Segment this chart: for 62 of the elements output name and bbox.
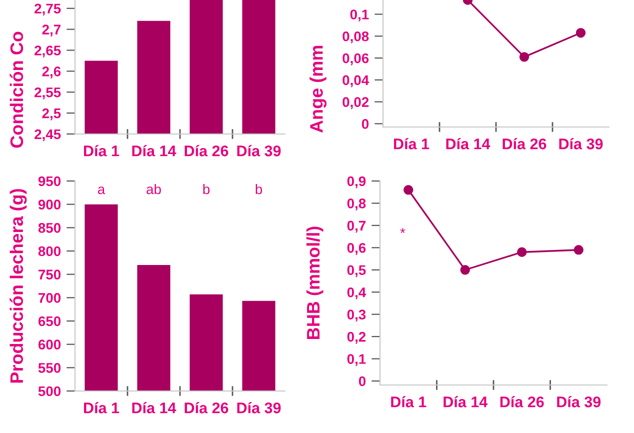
x-tick-label: Día 39 [559, 138, 603, 150]
y-tick-label: 0,7 [347, 220, 366, 233]
point [460, 265, 470, 275]
x-tick-label: Día 14 [132, 402, 176, 414]
y-tick-label: 0,5 [347, 265, 366, 278]
y-tick-label: 0,04 [342, 75, 370, 88]
y-tick-label: 2,7 [42, 24, 60, 36]
y-tick-label: 0,4 [347, 287, 366, 300]
y-tick-label: 0 [358, 376, 366, 386]
annotation: b [203, 184, 210, 194]
x-tick-label: Día 14 [446, 138, 490, 150]
point [574, 245, 584, 255]
point [404, 185, 414, 195]
x-tick-label: Día 14 [444, 396, 488, 408]
y-tick-label: 950 [38, 176, 61, 186]
y-tick-label: 600 [38, 340, 61, 350]
y-tick-label: 2,45 [34, 129, 61, 142]
y-tick-label: 650 [38, 316, 61, 326]
x-tick-label: Día 39 [237, 144, 281, 156]
y-tick-label: 0,3 [347, 310, 366, 322]
x-tick-label: Día 14 [132, 144, 176, 156]
annotation: * [400, 228, 406, 233]
x-tick-label: Día 1 [391, 396, 426, 408]
y-tick-label: 2,65 [34, 46, 61, 58]
x-tick-label: Día 26 [184, 402, 228, 414]
y-tick-label: 0,1 [347, 354, 366, 366]
y-axis-title: Ange (mm [310, 46, 326, 133]
y-tick-label: 0 [362, 119, 369, 129]
x-tick-label: Día 1 [84, 402, 120, 414]
y-tick-label: 0,6 [347, 243, 366, 255]
y-tick-label: 0,2 [347, 332, 366, 344]
x-tick-label: Día 1 [84, 144, 120, 156]
y-axis-title: Producción lechera (g) [10, 189, 27, 383]
x-tick-label: Día 26 [500, 396, 544, 408]
annotation: a [98, 186, 106, 194]
y-tick-label: 700 [38, 293, 61, 303]
y-tick-label: 2,55 [34, 87, 61, 100]
y-tick-label: 750 [38, 270, 61, 280]
y-tick-label: 900 [38, 200, 61, 210]
y-tick-label: 0,02 [342, 97, 369, 109]
annotation: b [256, 184, 262, 194]
y-tick-label: 850 [38, 223, 61, 233]
y-tick-label: 0,1 [350, 10, 369, 22]
y-tick-label: 0,9 [347, 176, 366, 188]
y-tick-label: 2,6 [42, 66, 61, 78]
y-tick-label: 500 [38, 386, 61, 396]
y-tick-label: 2,75 [34, 4, 61, 16]
y-tick-label: 0,06 [342, 53, 369, 66]
annotation: ab [146, 184, 161, 194]
x-tick-label: Día 26 [184, 144, 228, 156]
y-tick-label: 0,08 [342, 31, 369, 44]
x-tick-label: Día 26 [502, 138, 546, 150]
y-axis-title: Condición Co [10, 32, 24, 148]
y-tick-label: 550 [38, 363, 61, 373]
y-tick-label: 800 [38, 246, 61, 256]
point [517, 247, 527, 257]
y-tick-label: 0,8 [347, 198, 366, 210]
y-axis-title: BHB (mmol/l) [306, 226, 324, 339]
x-tick-label: Día 39 [237, 402, 281, 414]
x-tick-label: Día 39 [557, 396, 601, 408]
y-tick-label: 2,5 [42, 108, 61, 120]
x-tick-label: Día 1 [394, 138, 430, 150]
